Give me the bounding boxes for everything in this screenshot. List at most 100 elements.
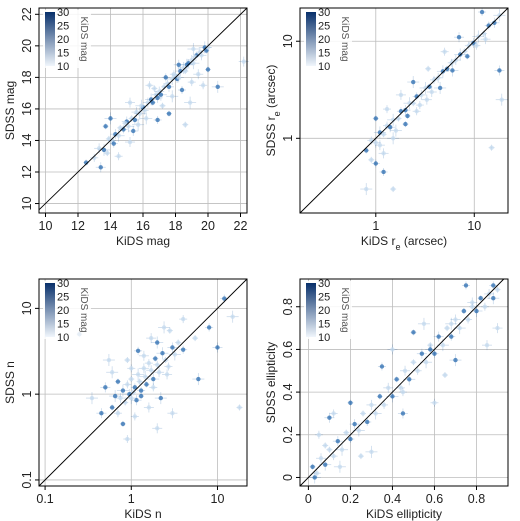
data-point bbox=[358, 453, 364, 459]
data-point bbox=[381, 132, 386, 137]
data-point bbox=[151, 385, 156, 390]
x-tick-label: 1 bbox=[372, 219, 379, 233]
data-point bbox=[179, 87, 185, 93]
data-point bbox=[146, 360, 152, 366]
data-point bbox=[215, 84, 220, 90]
data-point bbox=[170, 345, 175, 350]
data-point bbox=[423, 360, 429, 365]
panel-re: 1 10 1 10 KiDS re (arcsec) SDSS re (arcsec) 10… bbox=[264, 7, 509, 252]
colorbar-tick-label: 25 bbox=[318, 292, 330, 304]
data-point bbox=[476, 34, 481, 39]
y-tick-label: 1 bbox=[20, 391, 34, 398]
x-tick-label: 0.2 bbox=[342, 492, 359, 506]
data-point bbox=[457, 325, 462, 331]
colorbar-tick-label: 20 bbox=[318, 305, 330, 317]
colorbar-tick-label: 30 bbox=[318, 7, 330, 19]
data-point bbox=[394, 377, 399, 382]
data-point bbox=[166, 111, 172, 116]
y-tick-label: 0.8 bbox=[281, 298, 295, 315]
x-tick-label: 0.6 bbox=[426, 492, 443, 506]
data-point bbox=[335, 438, 341, 444]
data-point bbox=[156, 370, 162, 375]
data-point bbox=[158, 395, 164, 401]
y-tick-label: 0 bbox=[281, 474, 295, 481]
x-tick-label: 0.1 bbox=[36, 492, 53, 506]
data-point bbox=[118, 395, 123, 401]
panel-mag: 10 12 14 16 18 20 22 10 12 14 16 18 20 22 KiDS mag SDSS… bbox=[3, 7, 249, 248]
data-point bbox=[141, 353, 147, 359]
data-point bbox=[377, 142, 383, 148]
y-tick-label: 0.4 bbox=[281, 383, 295, 400]
data-point bbox=[187, 100, 193, 105]
data-point bbox=[373, 411, 378, 416]
data-point bbox=[109, 370, 115, 375]
data-point bbox=[478, 296, 483, 301]
data-point bbox=[444, 325, 450, 331]
data-point bbox=[172, 352, 178, 357]
data-point bbox=[466, 43, 472, 48]
x-axis-label: KiDS ellipticity bbox=[366, 507, 442, 521]
x-tick-label: 18 bbox=[169, 219, 183, 233]
data-point bbox=[158, 92, 164, 97]
data-point bbox=[369, 402, 374, 408]
data-point bbox=[125, 382, 130, 387]
data-point bbox=[129, 376, 134, 382]
data-point bbox=[390, 394, 395, 399]
data-point bbox=[495, 325, 500, 331]
data-point bbox=[120, 388, 126, 393]
data-point bbox=[482, 304, 488, 309]
data-point bbox=[167, 328, 173, 333]
data-point bbox=[132, 385, 138, 390]
data-point bbox=[176, 75, 181, 80]
data-point bbox=[384, 106, 390, 112]
data-point bbox=[137, 379, 142, 384]
data-point bbox=[146, 405, 152, 410]
y-tick-label: 10 bbox=[281, 34, 295, 48]
data-point bbox=[180, 347, 186, 352]
data-point bbox=[106, 136, 112, 142]
data-point bbox=[101, 147, 107, 153]
data-point bbox=[373, 140, 378, 145]
data-point bbox=[183, 122, 188, 127]
data-point bbox=[411, 330, 416, 335]
data-point bbox=[463, 283, 469, 288]
panel-ellipticity: 0 0.2 0.4 0.6 0.8 0 0.2 0.4 0.6 0.8 KiDS elliptici… bbox=[264, 278, 509, 521]
data-point bbox=[453, 57, 459, 63]
data-point bbox=[183, 68, 188, 74]
plot-frame bbox=[299, 278, 509, 487]
data-point bbox=[400, 411, 406, 416]
data-point bbox=[474, 308, 479, 314]
x-tick-label: 20 bbox=[201, 219, 215, 233]
data-point bbox=[191, 46, 196, 52]
data-point bbox=[405, 113, 410, 119]
data-point bbox=[415, 368, 420, 373]
data-point bbox=[442, 49, 447, 54]
y-tick-label: 20 bbox=[20, 39, 34, 53]
data-point bbox=[387, 125, 393, 130]
data-point bbox=[437, 85, 443, 91]
data-point bbox=[474, 43, 479, 48]
data-point bbox=[419, 92, 424, 98]
data-point bbox=[109, 405, 115, 410]
x-tick-label: 10 bbox=[39, 219, 53, 233]
data-point bbox=[337, 464, 343, 469]
data-point bbox=[432, 400, 437, 405]
data-point bbox=[411, 360, 416, 365]
x-tick-label: 0.8 bbox=[468, 492, 485, 506]
data-point bbox=[135, 348, 141, 354]
data-point bbox=[356, 428, 362, 433]
data-point bbox=[132, 414, 138, 419]
data-point bbox=[440, 342, 446, 348]
data-point bbox=[99, 410, 104, 416]
data-point bbox=[449, 60, 454, 65]
data-point bbox=[486, 23, 491, 28]
colorbar-tick-label: 25 bbox=[318, 21, 330, 33]
data-point bbox=[118, 125, 123, 131]
y-tick-label: 18 bbox=[20, 70, 34, 84]
data-point bbox=[105, 150, 110, 156]
colorbar-gradient bbox=[306, 12, 316, 66]
data-point bbox=[155, 426, 160, 431]
